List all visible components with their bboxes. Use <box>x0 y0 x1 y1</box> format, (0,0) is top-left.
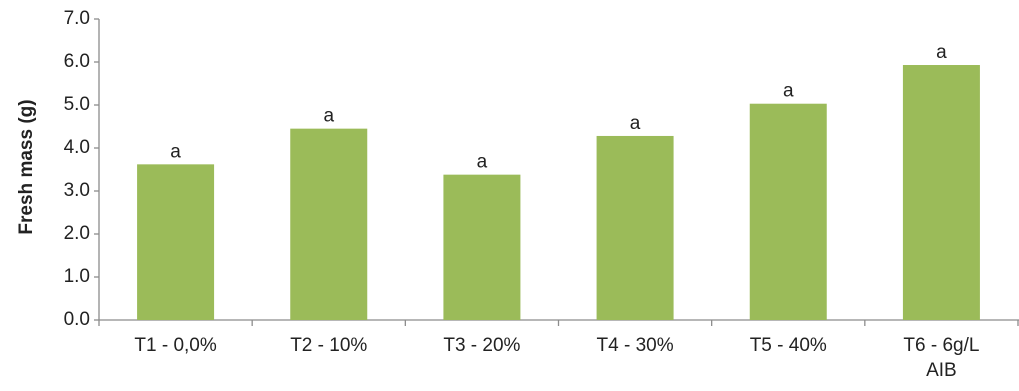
bar <box>902 65 980 320</box>
bar <box>749 103 827 321</box>
bar <box>443 174 521 320</box>
x-category-label: T3 - 20% <box>443 335 520 356</box>
bar-label: a <box>783 81 794 102</box>
bar-label: a <box>936 42 947 63</box>
bar <box>596 135 674 320</box>
y-tick-label: 4.0 <box>64 137 90 158</box>
bar-label: a <box>323 106 334 127</box>
y-axis: 0.0 1.0 2.0 3.0 4.0 5.0 6.0 7.0 <box>64 8 100 330</box>
x-category-label: T2 - 10% <box>290 335 367 356</box>
x-category-label: T5 - 40% <box>750 335 827 356</box>
bar-label: a <box>170 141 181 162</box>
x-category-label: T1 - 0,0% <box>134 335 216 356</box>
bar-label: a <box>477 152 488 173</box>
bar <box>137 164 215 320</box>
y-tick-label: 3.0 <box>64 180 90 201</box>
x-category-label: T4 - 30% <box>597 335 674 356</box>
y-tick-label: 2.0 <box>64 223 90 244</box>
y-tick-label: 0.0 <box>64 309 90 330</box>
y-tick-label: 7.0 <box>64 8 90 29</box>
x-axis: T1 - 0,0% T2 - 10% T3 - 20% T4 - 30% T5 - 40… <box>98 319 1019 381</box>
x-category-label: T6 - 6g/L <box>903 335 979 356</box>
bar <box>290 128 368 320</box>
bars: a a a a a a <box>137 42 980 321</box>
y-tick-label: 1.0 <box>64 266 90 287</box>
y-tick-label: 5.0 <box>64 94 90 115</box>
bar-label: a <box>630 113 641 134</box>
y-tick-label: 6.0 <box>64 51 90 72</box>
y-axis-title: Fresh mass (g) <box>16 99 37 234</box>
x-category-label: AIB <box>926 360 957 381</box>
